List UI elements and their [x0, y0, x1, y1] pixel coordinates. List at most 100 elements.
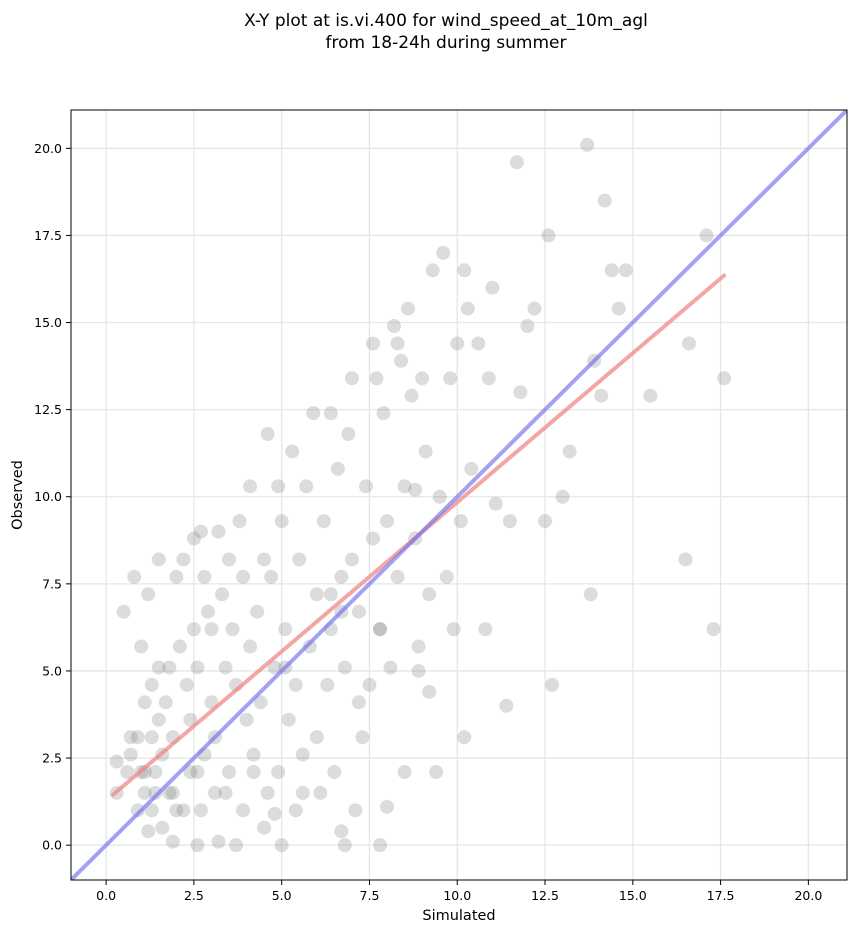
- data-point: [109, 754, 124, 769]
- data-point: [594, 388, 609, 403]
- data-point: [162, 785, 177, 800]
- data-point: [141, 587, 156, 602]
- data-point: [222, 552, 237, 567]
- data-point: [369, 371, 384, 386]
- data-point: [411, 663, 426, 678]
- data-point: [453, 514, 468, 529]
- data-point: [380, 799, 395, 814]
- data-point: [372, 838, 387, 853]
- data-point: [292, 552, 307, 567]
- data-point: [232, 514, 247, 529]
- y-tick-label: 15.0: [34, 315, 62, 330]
- data-point: [457, 730, 472, 745]
- data-point: [611, 301, 626, 316]
- data-point: [365, 531, 380, 546]
- data-point: [148, 785, 163, 800]
- data-point: [158, 695, 173, 710]
- data-point: [239, 712, 254, 727]
- data-point: [302, 639, 317, 654]
- data-point: [137, 695, 152, 710]
- data-point: [250, 604, 265, 619]
- data-point: [179, 677, 194, 692]
- chart-title-line-2: from 18-24h during summer: [326, 33, 567, 53]
- data-point: [344, 552, 359, 567]
- x-tick-label: 20.0: [794, 888, 822, 903]
- data-point: [151, 660, 166, 675]
- data-point: [520, 319, 535, 334]
- data-point: [527, 301, 542, 316]
- data-point: [274, 514, 289, 529]
- data-point: [397, 764, 412, 779]
- data-point: [162, 660, 177, 675]
- x-tick-label: 10.0: [443, 888, 471, 903]
- data-point: [390, 569, 405, 584]
- x-tick-label: 0.0: [96, 888, 116, 903]
- data-point: [499, 698, 514, 713]
- data-point: [281, 712, 296, 727]
- data-point: [218, 660, 233, 675]
- data-point: [323, 587, 338, 602]
- data-point: [165, 834, 180, 849]
- data-point: [165, 785, 180, 800]
- data-point: [443, 371, 458, 386]
- data-point: [401, 301, 416, 316]
- data-point: [450, 336, 465, 351]
- data-point: [394, 353, 409, 368]
- y-axis-label: Observed: [10, 460, 26, 530]
- data-points: [109, 137, 732, 853]
- data-point: [309, 587, 324, 602]
- data-point: [288, 803, 303, 818]
- data-point: [471, 336, 486, 351]
- data-point: [334, 824, 349, 839]
- x-tick-label: 5.0: [272, 888, 292, 903]
- data-point: [186, 531, 201, 546]
- data-point: [264, 569, 279, 584]
- data-point: [618, 263, 633, 278]
- data-point: [193, 524, 208, 539]
- data-point: [197, 569, 212, 584]
- data-point: [260, 427, 275, 442]
- data-point: [348, 803, 363, 818]
- data-point: [271, 764, 286, 779]
- y-tick-label: 20.0: [34, 141, 62, 156]
- data-point: [436, 245, 451, 260]
- x-tick-label: 12.5: [531, 888, 559, 903]
- data-point: [271, 479, 286, 494]
- data-point: [502, 514, 517, 529]
- data-point: [562, 444, 577, 459]
- y-tick-label: 5.0: [42, 663, 62, 678]
- data-point: [130, 730, 145, 745]
- x-tick-label: 15.0: [619, 888, 647, 903]
- data-point: [218, 785, 233, 800]
- data-point: [351, 604, 366, 619]
- data-point: [422, 587, 437, 602]
- data-point: [408, 482, 423, 497]
- data-point: [222, 764, 237, 779]
- data-point: [236, 569, 251, 584]
- data-point: [337, 838, 352, 853]
- data-point: [481, 371, 496, 386]
- data-point: [429, 764, 444, 779]
- data-point: [211, 834, 226, 849]
- data-point: [460, 301, 475, 316]
- data-point: [425, 263, 440, 278]
- data-point: [151, 712, 166, 727]
- x-axis-label: Simulated: [422, 908, 495, 924]
- axis-ticks: 0.0 2.5 5.0 7.5 10.0 12.5 15.0 17.5 20.0 0.0 2.5 5.…: [34, 141, 822, 903]
- data-point: [257, 552, 272, 567]
- data-point: [260, 785, 275, 800]
- data-point: [597, 193, 612, 208]
- data-point: [334, 569, 349, 584]
- data-point: [144, 677, 159, 692]
- data-point: [422, 684, 437, 699]
- data-point: [355, 730, 370, 745]
- data-point: [243, 639, 258, 654]
- plot-area: [70, 109, 848, 881]
- data-point: [148, 764, 163, 779]
- data-point: [211, 524, 226, 539]
- data-point: [365, 336, 380, 351]
- data-point: [362, 677, 377, 692]
- data-point: [134, 639, 149, 654]
- data-point: [415, 371, 430, 386]
